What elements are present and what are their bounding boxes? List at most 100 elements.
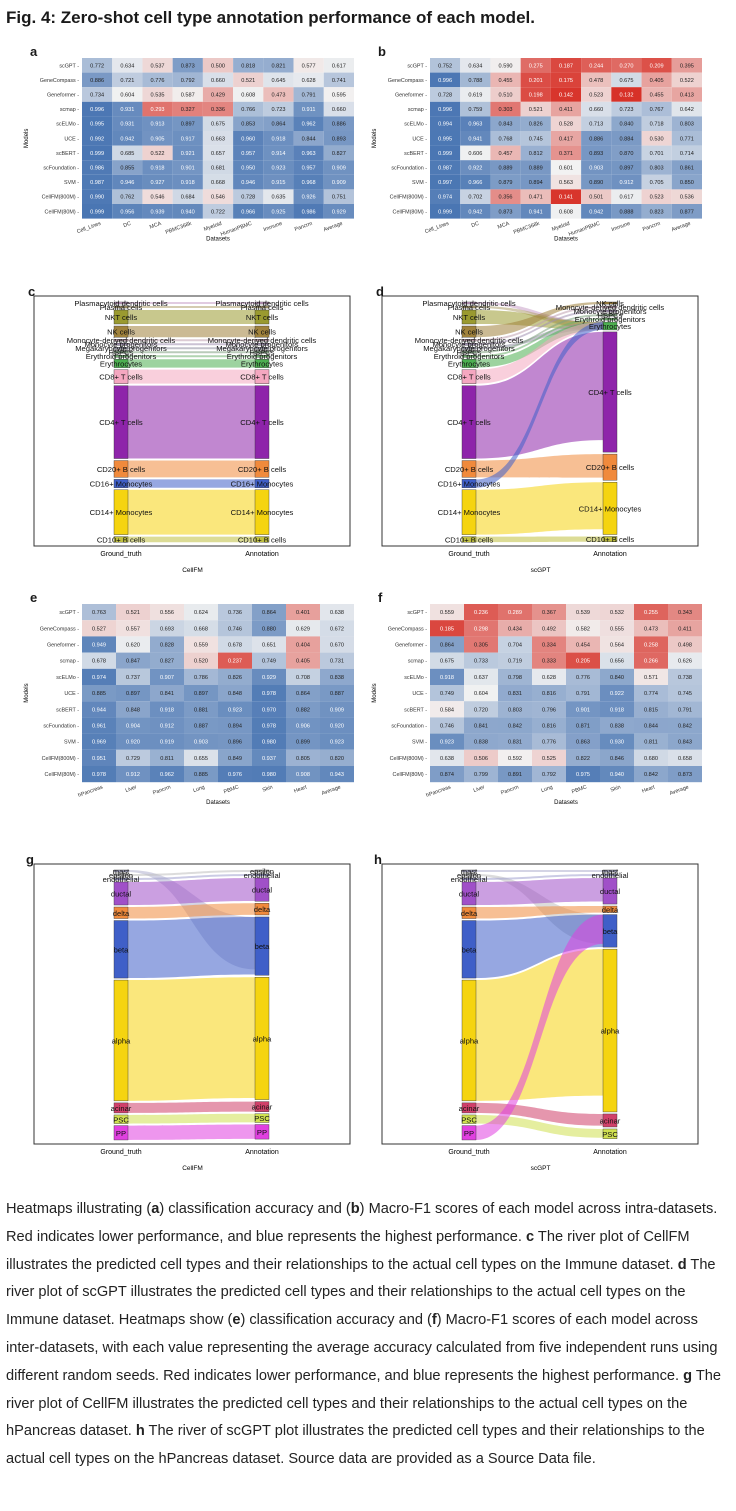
- row-label: CellFM(80M) -: [45, 209, 80, 215]
- heatmap-cell: [293, 145, 324, 161]
- heatmap-cell: [532, 685, 566, 702]
- heatmap-cell: [581, 145, 612, 161]
- river-node-right: [254, 873, 270, 877]
- col-label: MCA: [149, 221, 163, 231]
- heatmap-cell: [112, 145, 143, 161]
- cell-value: 0.527: [92, 626, 106, 632]
- river-node-right: [254, 369, 270, 384]
- heatmap-cell: [263, 101, 294, 117]
- river-node-left: [461, 385, 477, 459]
- caption-panel-ref: g: [683, 1367, 693, 1384]
- river-node-label: Plasmacytoid dendritic cells: [422, 299, 515, 308]
- cell-value: 0.658: [678, 756, 692, 762]
- cell-value: 0.762: [120, 195, 134, 201]
- heatmap-cell: [82, 174, 113, 190]
- cell-value: 0.405: [650, 78, 664, 84]
- row-label: Geneformer -: [395, 93, 427, 99]
- cell-value: 0.637: [474, 675, 488, 681]
- row-label: scFoundation -: [391, 166, 427, 172]
- cell-value: 0.962: [302, 122, 316, 128]
- heatmap-cell: [263, 131, 294, 146]
- heatmap-cell: [600, 636, 634, 653]
- river-node-left: [461, 309, 477, 325]
- river-node-label: Monocyte progenitors: [573, 307, 646, 316]
- col-label: Heart: [293, 784, 308, 794]
- river-node-label: CD16+ Monocytes: [90, 480, 153, 489]
- river-node-label: epsilon: [109, 871, 133, 880]
- heatmap-cell: [641, 174, 672, 190]
- heatmap-cell: [142, 189, 173, 204]
- heatmap-cell: [116, 685, 150, 702]
- heatmap-cell: [634, 733, 668, 750]
- river-node-left: [461, 460, 477, 478]
- cell-value: 0.911: [302, 107, 316, 113]
- river-node-label: delta: [602, 905, 619, 914]
- heatmap-cell: [464, 636, 498, 653]
- cell-value: 0.751: [332, 195, 346, 201]
- cell-value: 0.913: [151, 122, 165, 128]
- river-node-left: [113, 351, 129, 354]
- river-node-label: CD20+ B cells: [586, 463, 635, 472]
- river-flow: [128, 536, 255, 543]
- river-node-label: Erythrocytes: [241, 359, 283, 368]
- col-label: PBMC: [223, 784, 240, 795]
- heatmap-cell: [498, 652, 532, 669]
- heatmap-cell: [263, 58, 294, 73]
- cell-value: 0.803: [508, 707, 522, 713]
- cell-value: 0.918: [181, 180, 195, 186]
- heatmap-cell: [668, 685, 702, 702]
- row-label: scGPT -: [59, 610, 79, 616]
- heatmap-cell: [233, 58, 264, 73]
- cell-value: 0.539: [576, 610, 590, 616]
- river-node-left: [461, 906, 477, 919]
- river-node-label: NKT cells: [246, 313, 279, 322]
- col-label: Average: [671, 221, 692, 233]
- cell-value: 0.175: [559, 78, 573, 84]
- panel-f: f Models scGPT - 0.559 0.236 0.289 0.367 0.539…: [368, 590, 708, 830]
- heatmap-cell: [532, 701, 566, 718]
- cell-value: 0.886: [90, 78, 104, 84]
- heatmap-cell: [142, 101, 173, 117]
- cell-value: 0.915: [271, 180, 285, 186]
- cell-value: 0.873: [678, 772, 692, 778]
- heatmap-cell: [112, 116, 143, 131]
- river-node-right: [254, 489, 270, 535]
- caption-text: The river plot of CellFM illustrates the…: [6, 1228, 690, 1273]
- cell-value: 0.942: [468, 209, 482, 215]
- cell-value: 0.899: [296, 740, 310, 746]
- river-node-left: [113, 460, 129, 478]
- heatmap-cell: [293, 58, 324, 73]
- cell-value: 0.367: [542, 610, 556, 616]
- river-node-right: [254, 355, 270, 358]
- river-node-label: NK cells: [596, 299, 624, 308]
- cell-value: 0.799: [474, 772, 488, 778]
- cell-value: 0.940: [181, 209, 195, 215]
- river-xlabel-right: Annotation: [593, 1149, 627, 1156]
- cell-value: 0.411: [678, 626, 692, 632]
- row-label: scELMo -: [404, 122, 427, 128]
- cell-value: 0.492: [542, 626, 556, 632]
- heatmap-cell: [184, 685, 218, 702]
- heatmap-cell: [150, 717, 184, 734]
- cell-value: 0.668: [211, 180, 225, 186]
- heatmap-cell: [600, 717, 634, 734]
- heatmap-cell: [116, 733, 150, 750]
- heatmap-cell: [112, 174, 143, 190]
- cell-value: 0.556: [160, 610, 174, 616]
- cell-value: 0.693: [160, 626, 174, 632]
- heatmap-cell: [323, 101, 354, 117]
- river-node-right: [602, 321, 618, 331]
- row-label: GeneCompass -: [388, 78, 427, 84]
- cell-value: 0.670: [330, 643, 344, 649]
- river-flow: [128, 302, 255, 304]
- heatmap-cell: [490, 131, 521, 146]
- cell-value: 0.914: [271, 151, 285, 157]
- cell-value: 0.897: [126, 691, 140, 697]
- plot-frame: [381, 863, 699, 1145]
- heatmap-cell: [202, 131, 234, 146]
- heatmap-cell: [218, 749, 252, 766]
- river-node-label: beta: [462, 945, 478, 954]
- heatmap-cell: [150, 733, 184, 750]
- cell-value: 0.987: [90, 180, 104, 186]
- heatmap-cell: [202, 58, 234, 73]
